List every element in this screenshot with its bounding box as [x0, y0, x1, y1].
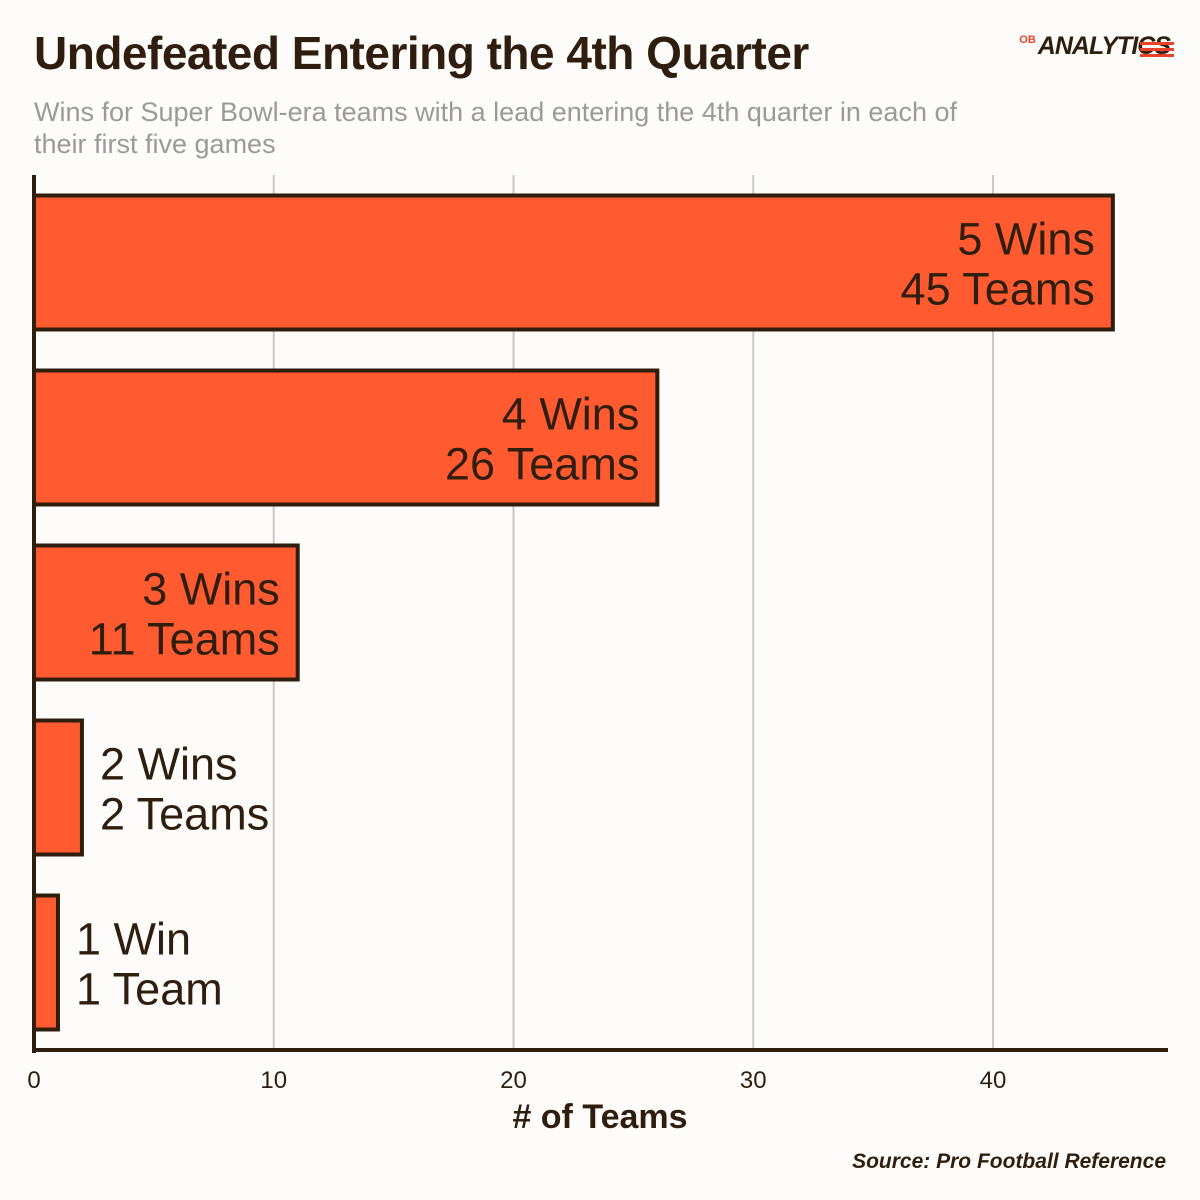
source-note: Source: Pro Football Reference	[852, 1150, 1166, 1173]
bar-label-2: 4 Wins 26 Teams	[445, 389, 639, 490]
x-tick-label: 30	[740, 1067, 767, 1094]
bar-5	[32, 893, 60, 1032]
x-tick-labels: 0 10 20 30 40	[27, 1067, 1006, 1094]
axes	[32, 175, 1168, 1053]
x-tick-label: 20	[500, 1067, 527, 1094]
x-tick-label: 0	[27, 1067, 40, 1094]
x-tick-label: 40	[980, 1067, 1007, 1094]
bar-label-3: 3 Wins 11 Teams	[89, 564, 280, 665]
bar-label-1: 5 Wins 45 Teams	[901, 214, 1095, 315]
x-tick-label: 10	[260, 1067, 287, 1094]
x-axis-label: # of Teams	[512, 1098, 687, 1136]
chart-title: Undefeated Entering the 4th Quarter	[34, 27, 809, 79]
chart-subtitle: Wins for Super Bowl-era teams with a lea…	[34, 97, 957, 159]
brand-logo: OB ANALYTICS	[1019, 32, 1174, 66]
bar-3	[32, 543, 300, 682]
logo-prefix: OB	[1019, 34, 1036, 46]
bar-2	[32, 368, 660, 507]
bar-label-5: 1 Win 1 Team	[76, 914, 223, 1015]
logo-stripes-icon	[1140, 42, 1174, 60]
bar-label-4: 2 Wins 2 Teams	[100, 739, 269, 840]
bar-4	[32, 718, 84, 857]
bars: 5 Wins 45 Teams 4 Wins 26 Teams 3 Wins 11 Tea…	[32, 193, 1115, 1032]
